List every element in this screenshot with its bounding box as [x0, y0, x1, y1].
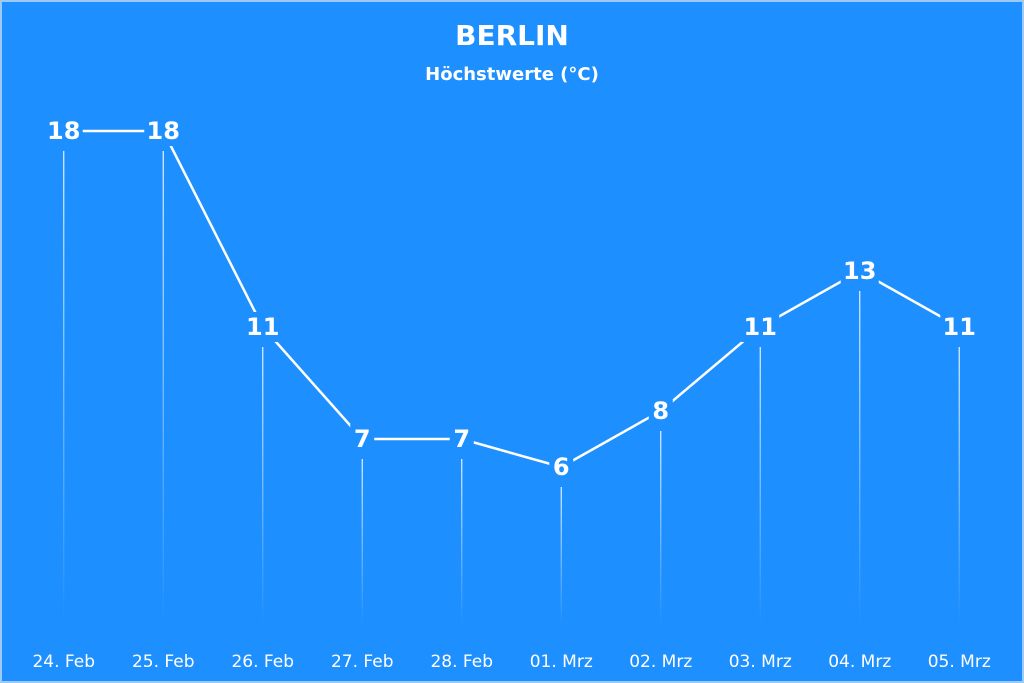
- drop-line: [162, 151, 164, 625]
- drop-line: [262, 347, 264, 625]
- data-label: 11: [744, 313, 777, 341]
- x-tick-label: 27. Feb: [331, 652, 394, 672]
- x-tick-label: 28. Feb: [430, 652, 493, 672]
- data-label: 8: [652, 397, 669, 425]
- drop-line: [560, 487, 562, 625]
- label-backdrop: [144, 116, 183, 146]
- x-tick-label: 25. Feb: [132, 652, 195, 672]
- data-label: 18: [47, 117, 80, 145]
- label-backdrop: [840, 256, 879, 286]
- drop-line: [859, 291, 861, 625]
- label-backdrop: [940, 312, 979, 342]
- data-label: 11: [943, 313, 976, 341]
- data-label: 7: [354, 425, 371, 453]
- x-tick-label: 05. Mrz: [928, 652, 991, 672]
- data-label: 11: [246, 313, 279, 341]
- drop-line: [759, 347, 761, 625]
- label-backdrop: [350, 424, 375, 454]
- x-tick-label: 01. Mrz: [530, 652, 593, 672]
- x-tick-label: 03. Mrz: [729, 652, 792, 672]
- chart-title: BERLIN: [455, 19, 569, 52]
- drop-line: [958, 347, 960, 625]
- data-label: 7: [453, 425, 470, 453]
- x-tick-label: 26. Feb: [231, 652, 294, 672]
- drop-line: [660, 431, 662, 625]
- x-tick-label: 24. Feb: [32, 652, 95, 672]
- label-backdrop: [44, 116, 83, 146]
- line: [63, 129, 960, 469]
- drop-line: [63, 151, 65, 625]
- label-backdrop: [243, 312, 282, 342]
- label-backdrop: [648, 396, 673, 426]
- x-tick-label: 04. Mrz: [828, 652, 891, 672]
- data-label: 18: [147, 117, 180, 145]
- label-backdrop: [741, 312, 780, 342]
- drop-line: [461, 459, 463, 625]
- data-label: 6: [553, 453, 570, 481]
- chart-subtitle: Höchstwerte (°C): [425, 64, 599, 85]
- data-label: 13: [843, 257, 876, 285]
- drop-line: [361, 459, 363, 625]
- x-tick-label: 02. Mrz: [629, 652, 692, 672]
- label-backdrop: [449, 424, 474, 454]
- label-backdrop: [549, 452, 574, 482]
